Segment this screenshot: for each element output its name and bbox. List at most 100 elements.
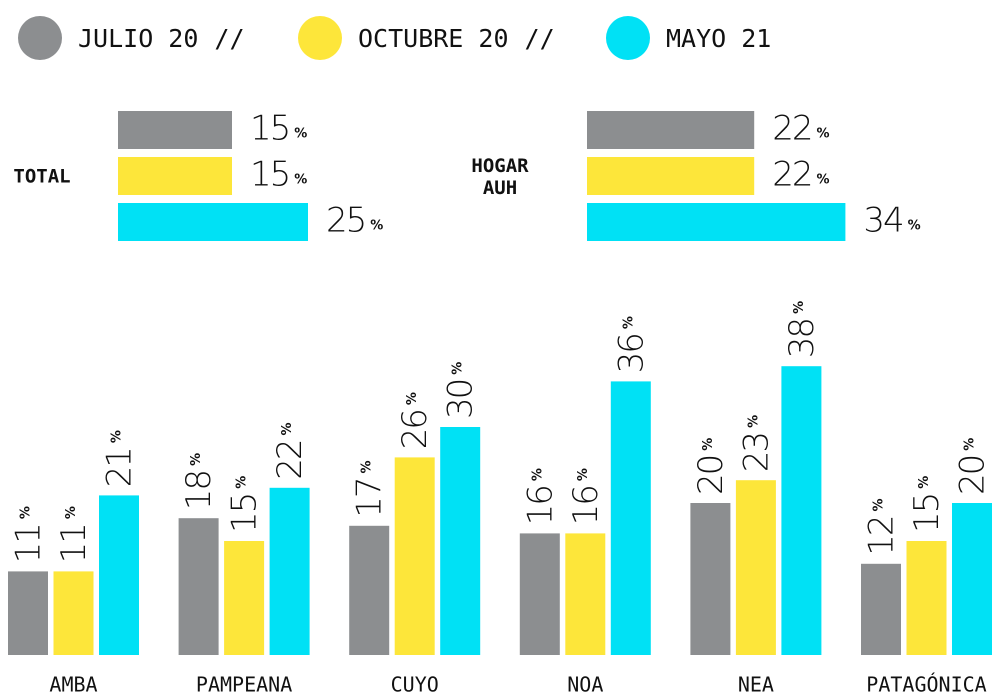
value-label: 23% [736,415,776,472]
value-label: 11% [54,506,94,563]
x-tick-label: CUYO [391,673,439,697]
bar [118,203,308,241]
bar [394,457,435,655]
value-number: 18 [179,471,219,510]
value-number: 30 [441,380,481,419]
value-label: 12% [862,499,902,556]
bar [735,480,776,655]
value-unit: % [451,362,466,375]
value-unit: % [963,438,978,451]
value-unit: % [746,415,761,428]
legend-label: JULIO 20 [78,24,198,53]
value-number: 20 [953,456,993,495]
value-label: 18% [179,453,219,510]
value-label: 21% [100,430,140,487]
value-number: 26 [395,410,435,449]
value-number: 17 [350,479,390,518]
value-unit: % [294,173,307,188]
value-unit: % [701,438,716,451]
bar [53,571,94,655]
category-label: TOTAL [13,166,70,188]
value-unit: % [64,506,79,519]
legend-separator: // [214,24,244,53]
bar [587,203,846,241]
value-unit: % [360,461,375,474]
value-number: 22 [270,441,310,480]
bar [99,495,139,655]
category-label: HOGAR AUH [471,155,529,199]
value-label: 11% [9,506,49,563]
value-label: 20% [953,438,993,495]
value-unit: % [792,301,807,314]
value-number: 36 [611,334,651,373]
value-label: 25% [326,201,383,241]
bar [610,381,651,655]
x-tick-label: NOA [567,673,603,697]
legend-label: MAYO 21 [666,24,771,53]
value-unit: % [19,506,34,519]
value-number: 12 [862,517,902,556]
value-unit: % [816,127,829,142]
value-unit: % [917,476,932,489]
value-number: 16 [566,486,606,525]
legend: JULIO 20 // OCTUBRE 20 // MAYO 21 [18,16,771,60]
value-unit: % [872,499,887,512]
value-number: 15 [907,494,947,533]
value-unit: % [816,173,829,188]
value-unit: % [405,392,420,405]
value-label: 16% [566,468,606,525]
bar [224,541,265,655]
x-tick-label: NEA [738,673,774,697]
value-number: 15 [250,109,289,149]
x-tick-label: AMBA [49,673,97,697]
bar [690,503,731,655]
value-label: 30% [441,362,481,419]
x-tick-label: PAMPEANA [196,673,292,697]
legend-swatch [606,16,650,60]
value-unit: % [189,453,204,466]
value-number: 25 [326,201,365,241]
value-number: 11 [54,524,94,563]
value-number: 21 [100,448,140,487]
value-label: 36% [611,316,651,373]
value-number: 38 [782,319,822,358]
value-label: 34% [863,201,920,241]
bar [440,427,481,655]
bar [269,487,310,655]
legend-swatch [298,16,342,60]
value-label: 22% [270,423,310,480]
value-unit: % [235,476,250,489]
value-label: 22% [772,109,829,149]
value-label: 15% [907,476,947,533]
value-unit: % [908,219,921,234]
bar [118,111,232,149]
bar [861,563,901,655]
value-label: 16% [520,468,560,525]
value-label: 38% [782,301,822,358]
value-number: 15 [250,155,289,195]
value-number: 34 [863,201,902,241]
bar [906,541,947,655]
bar [587,111,755,149]
value-label: 17% [350,461,390,518]
value-label: 26% [395,392,435,449]
bar [349,525,390,655]
bar [781,366,822,655]
bar [587,157,755,195]
value-label: 15% [250,109,307,149]
bar [118,157,232,195]
value-unit: % [370,219,383,234]
value-number: 11 [9,524,49,563]
value-number: 22 [772,109,811,149]
value-number: 22 [772,155,811,195]
bar [519,533,560,655]
legend-separator: // [525,24,555,53]
value-label: 22% [772,155,829,195]
bar [565,533,606,655]
value-number: 20 [691,456,731,495]
x-tick-label: PATAGÓNICA [866,673,986,697]
value-number: 15 [225,494,265,533]
bar [178,518,219,655]
value-unit: % [110,430,125,443]
